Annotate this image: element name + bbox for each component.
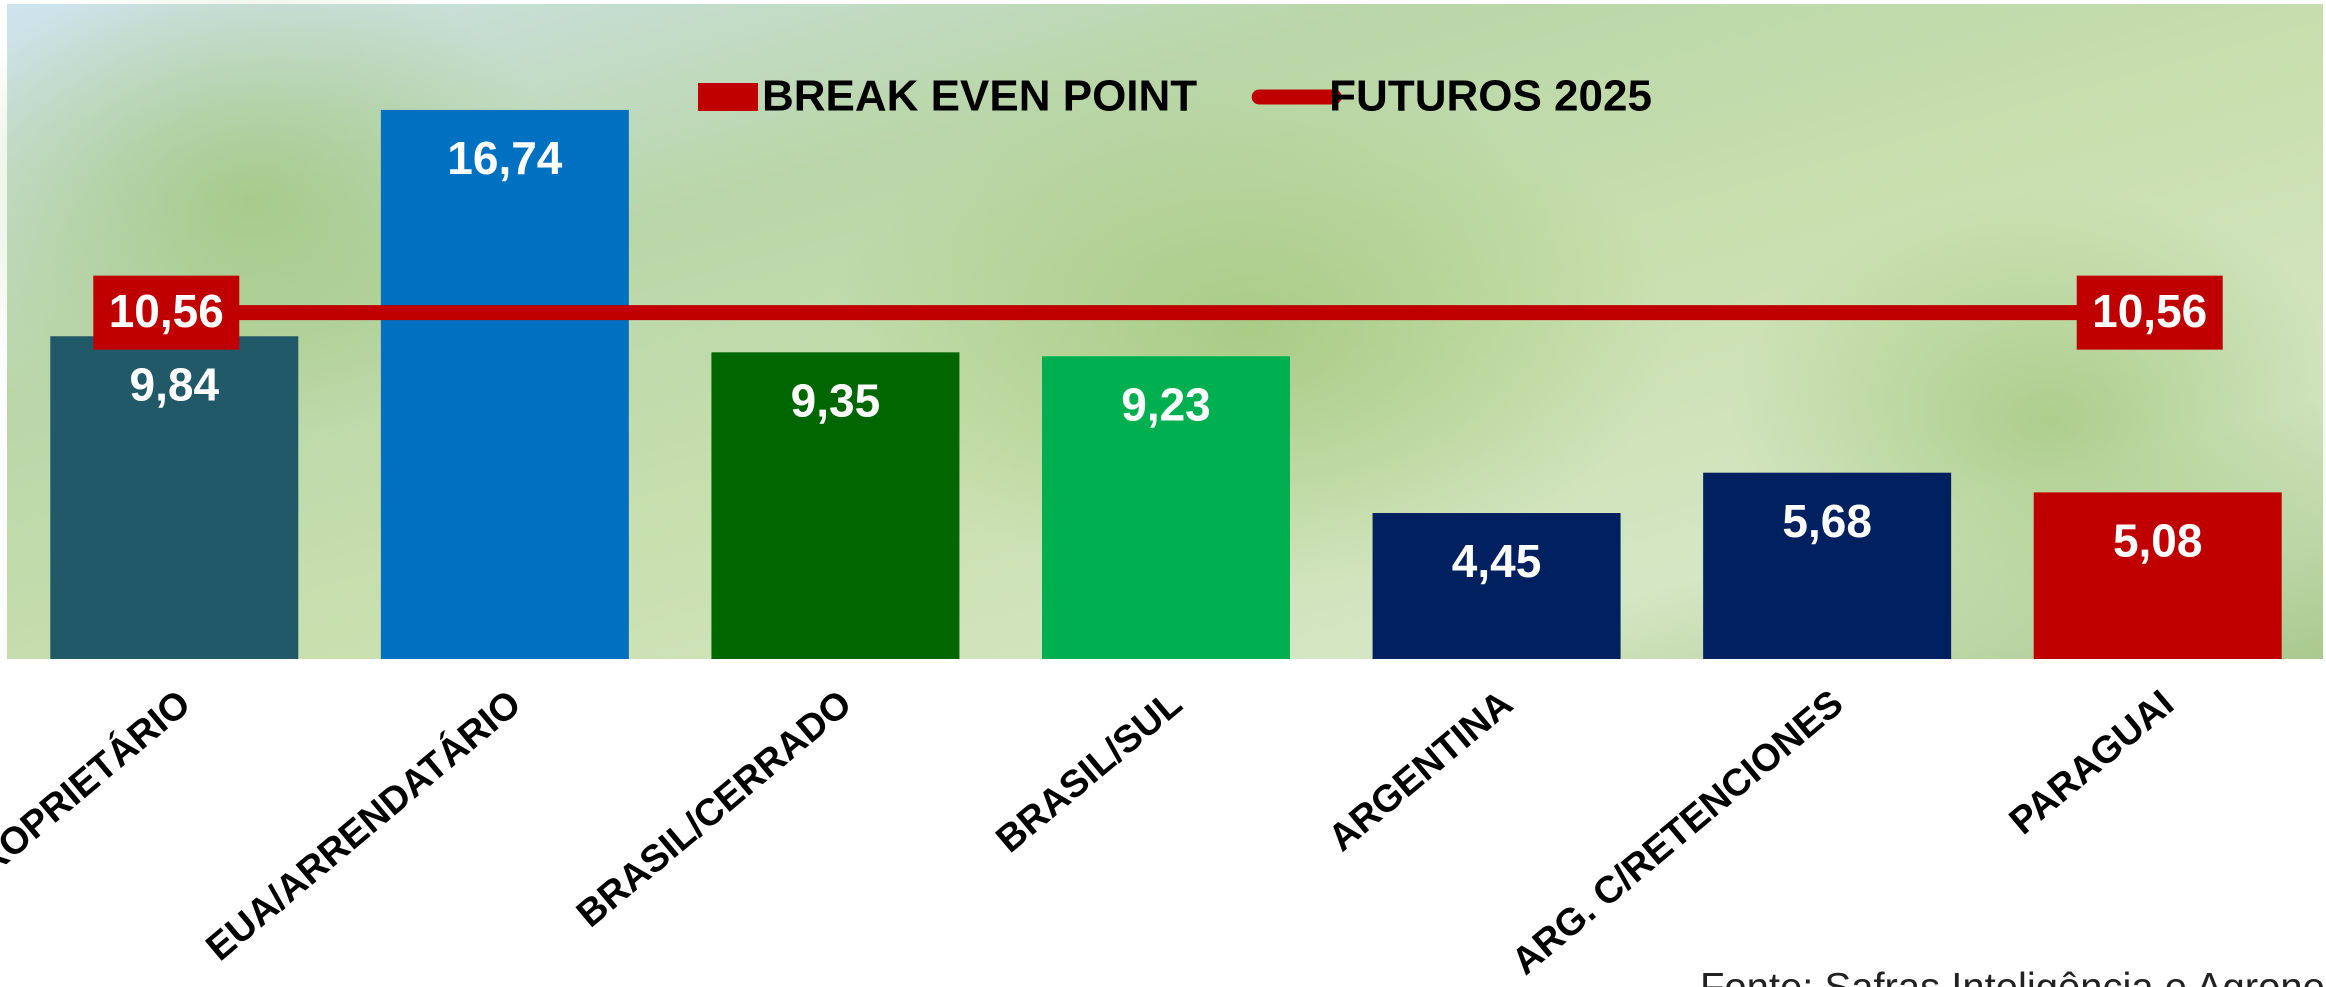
x-tick-label: EUA/PROPRIETÁRIO — [0, 681, 199, 959]
legend-swatch — [698, 83, 758, 111]
data-label-box — [2076, 275, 2223, 350]
x-tick-label: EUA/ARRENDATÁRIO — [197, 681, 529, 969]
x-tick-label: BRASIL/CERRADO — [569, 682, 860, 935]
data-label: 9,84 — [130, 358, 220, 410]
data-label: 16,74 — [447, 132, 563, 184]
data-label-box — [93, 275, 240, 350]
bar — [1372, 513, 1621, 659]
x-tick-label: ARGENTINA — [1321, 682, 1521, 859]
bar — [50, 336, 299, 659]
data-label: 5,08 — [2113, 515, 2203, 567]
bar — [1703, 472, 1952, 659]
data-label: 5,68 — [1782, 495, 1872, 547]
data-label: 9,23 — [1121, 378, 1211, 430]
bar — [711, 352, 960, 659]
bar — [2033, 492, 2282, 659]
data-label: 10,56 — [109, 285, 224, 337]
x-tick-label: PARAGUAI — [2002, 682, 2182, 843]
data-label: 9,35 — [791, 374, 881, 426]
legend-label: BREAK EVEN POINT — [762, 72, 1197, 121]
x-tick-label: BRASIL/SUL — [989, 682, 1191, 861]
x-tick-label: ARG. C/RETENCIONES — [1504, 682, 1851, 983]
bar — [1042, 356, 1290, 659]
bar — [380, 109, 629, 660]
data-label: 10,56 — [2092, 285, 2207, 337]
legend-label: FUTUROS 2025 — [1329, 72, 1652, 121]
data-label: 4,45 — [1452, 535, 1542, 587]
background-leaf — [830, 70, 1670, 590]
source: Fonte: Safras Inteligência e Agronegócio — [1700, 966, 2326, 987]
